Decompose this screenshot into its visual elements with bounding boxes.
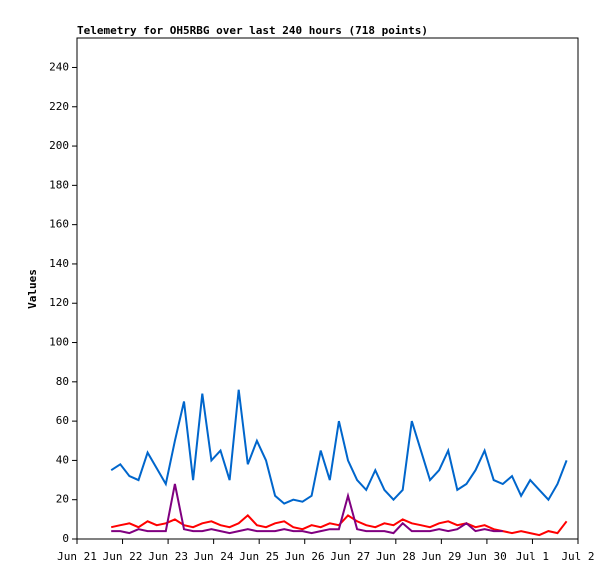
x-tick-label: Jul 1 [516,550,549,563]
chart-title: Telemetry for OH5RBG over last 240 hours… [77,24,428,37]
y-tick-label: 240 [49,60,69,73]
x-tick-label: Jun 24 [194,550,234,563]
x-tick-label: Jun 21 [57,550,97,563]
x-tick-label: Jun 29 [421,550,461,563]
y-tick-label: 20 [56,493,69,506]
series-line [110,389,568,505]
x-tick-label: Jun 28 [376,550,416,563]
x-tick-label: Jun 30 [467,550,507,563]
x-tick-label: Jun 27 [330,550,370,563]
y-tick-label: 60 [56,414,69,427]
y-tick-label: 100 [49,336,69,349]
y-tick-label: 180 [49,178,69,191]
x-tick-label: Jun 26 [285,550,325,563]
x-tick-label: Jul 2 [561,550,594,563]
y-tick-label: 160 [49,218,69,231]
y-tick-label: 80 [56,375,69,388]
x-tick-label: Jun 23 [148,550,188,563]
y-tick-label: 0 [62,532,69,545]
series-line [111,483,503,535]
x-tick-label: Jun 22 [103,550,143,563]
y-tick-label: 120 [49,296,69,309]
series-line [110,514,568,537]
x-tick-label: Jun 25 [239,550,279,563]
y-tick-label: 220 [49,100,69,113]
plot-frame [76,37,579,540]
y-tick-label: 200 [49,139,69,152]
y-axis-label: Values [26,269,39,309]
y-tick-label: 140 [49,257,69,270]
y-tick-label: 40 [56,453,69,466]
